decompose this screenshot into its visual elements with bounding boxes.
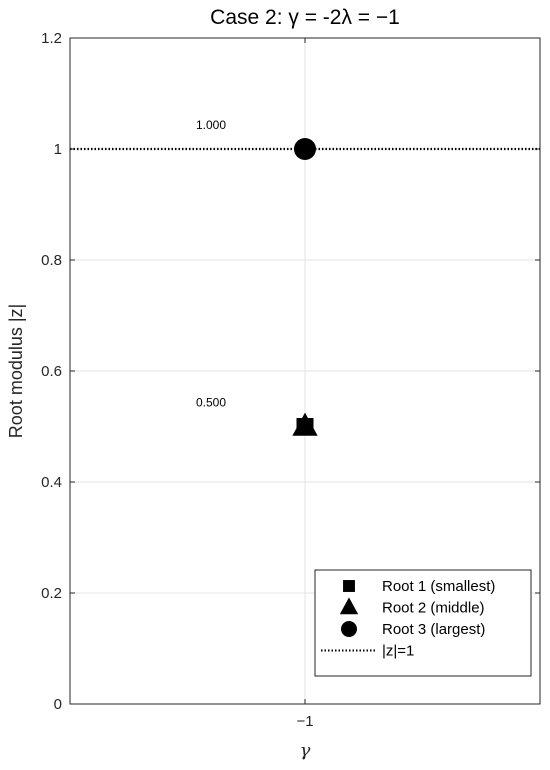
legend-label: |z|=1: [382, 643, 414, 660]
legend: Root 1 (smallest) Root 2 (middle) Root 3 (…: [314, 569, 532, 677]
y-tick-label: 0.4: [41, 474, 62, 491]
legend-marker-square: [343, 580, 355, 592]
x-tick-label: −1: [296, 713, 313, 730]
y-tick-label: 1.2: [41, 30, 62, 47]
y-tick-label: 0.8: [41, 252, 62, 269]
y-axis-title: Root modulus |z|: [6, 304, 26, 438]
y-tick-label: 0: [54, 696, 62, 713]
y-tick-label: 0.2: [41, 585, 62, 602]
axes: [69, 37, 541, 705]
legend-label: Root 3 (largest): [382, 621, 485, 638]
x-axis-title: γ: [300, 740, 311, 761]
legend-marker-circle: [341, 621, 357, 637]
y-tick-label: 0.6: [41, 363, 62, 380]
value-annotation: 0.500: [196, 396, 226, 410]
tick-labels: 0 0.2 0.4 0.6 0.8 1 1.2 −1: [41, 30, 313, 730]
data-markers: [292, 138, 318, 436]
chart-title: Case 2: γ = -2λ = −1: [210, 6, 400, 29]
annotations: 1.000 0.500: [196, 118, 226, 410]
data-point-triangle: [292, 412, 318, 436]
legend-label: Root 1 (smallest): [382, 578, 495, 595]
data-point-circle: [294, 138, 316, 160]
legend-marker-triangle: [339, 597, 359, 615]
value-annotation: 1.000: [196, 118, 226, 132]
legend-label: Root 2 (middle): [382, 600, 485, 617]
y-tick-label: 1: [54, 141, 62, 158]
